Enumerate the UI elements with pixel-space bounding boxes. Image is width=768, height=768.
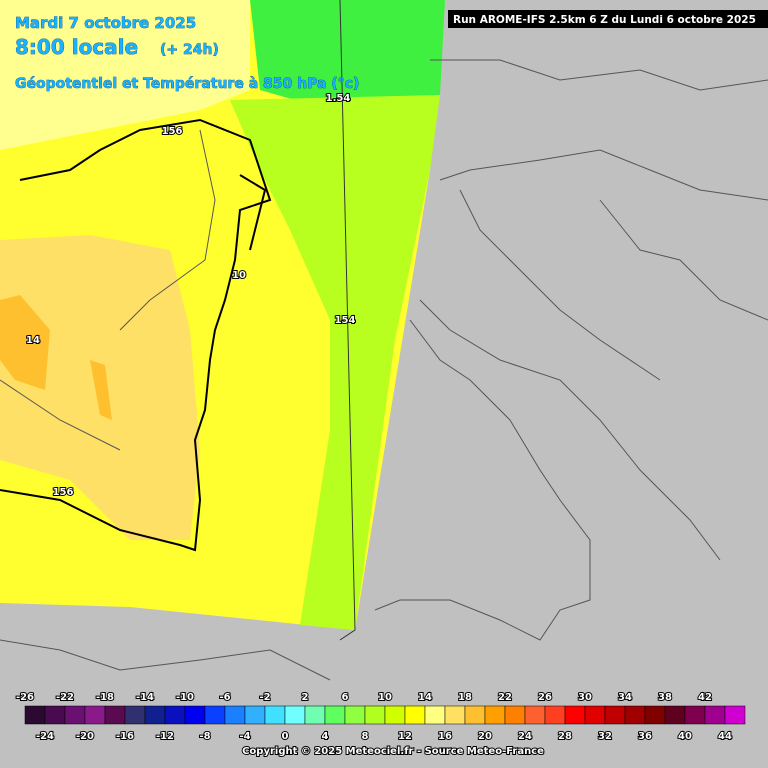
colorbar-label: 12 <box>398 731 412 742</box>
field-title: Géopotentiel et Température à 850 hPa (°… <box>15 76 359 92</box>
colorbar-cell <box>124 705 146 725</box>
time: 8:00 locale <box>15 35 138 59</box>
colorbar-cell <box>524 705 546 725</box>
colorbar-label: 2 <box>302 692 309 703</box>
contour-label: 154 <box>335 315 356 326</box>
colorbar-label: -8 <box>199 731 210 742</box>
colorbar-label: 6 <box>342 692 349 703</box>
colorbar-label: 4 <box>322 731 329 742</box>
colorbar-label: -4 <box>239 731 250 742</box>
colorbar-label: 0 <box>282 731 289 742</box>
colorbar-label: 44 <box>718 731 732 742</box>
colorbar-label: 22 <box>498 692 512 703</box>
contour-label: 14 <box>26 335 40 346</box>
colorbar-cell <box>624 705 646 725</box>
colorbar-label: 42 <box>698 692 712 703</box>
run-info: Run AROME-IFS 2.5km 6 Z du Lundi 6 octob… <box>453 14 756 26</box>
colorbar-cell <box>584 705 606 725</box>
colorbar-cell <box>144 705 166 725</box>
colorbar-label: 36 <box>638 731 652 742</box>
colorbar-label: -10 <box>176 692 194 703</box>
lead-time: (+ 24h) <box>160 42 219 58</box>
colorbar-cell <box>44 705 66 725</box>
colorbar-cell <box>364 705 386 725</box>
colorbar-label: -22 <box>56 692 74 703</box>
colorbar-cell <box>184 705 206 725</box>
colorbar-label: -6 <box>219 692 230 703</box>
colorbar-cell <box>104 705 126 725</box>
colorbar-cell <box>64 705 86 725</box>
mild-zone <box>0 0 250 150</box>
colorbar-cell <box>24 705 46 725</box>
contour-label: 1.54 <box>326 93 351 104</box>
colorbar-cell <box>564 705 586 725</box>
colorbar-label: 40 <box>678 731 692 742</box>
colorbar-cell <box>204 705 226 725</box>
colorbar-cell <box>424 705 446 725</box>
colorbar-label: 32 <box>598 731 612 742</box>
coastline-outside <box>0 319 591 681</box>
contour-label: 156 <box>53 487 74 498</box>
contour-label: 156 <box>162 126 183 137</box>
colorbar-cell <box>84 705 106 725</box>
colorbar-label: 14 <box>418 692 432 703</box>
colorbar-cell <box>404 705 426 725</box>
colorbar-cell <box>244 705 266 725</box>
colorbar-label: 34 <box>618 692 632 703</box>
colorbar-label: 24 <box>518 731 532 742</box>
colorbar-label: -24 <box>36 731 54 742</box>
colorbar-cell <box>304 705 326 725</box>
border <box>0 59 768 561</box>
run-banner <box>448 10 768 28</box>
colorbar-cell <box>324 705 346 725</box>
colorbar-label: -18 <box>96 692 114 703</box>
coastline <box>239 174 267 251</box>
isoline <box>339 0 356 641</box>
colorbar-cell <box>344 705 366 725</box>
hot-zone <box>90 360 112 420</box>
colorbar-label: 10 <box>378 692 392 703</box>
colorbar-cell <box>704 705 726 725</box>
colorbar-cell <box>164 705 186 725</box>
colorbar-label: 8 <box>362 731 369 742</box>
colorbar-label: -12 <box>156 731 174 742</box>
copyright: Copyright © 2025 Meteociel.fr - Source M… <box>242 746 544 757</box>
hot-zone <box>0 295 50 390</box>
colorbar-cell <box>544 705 566 725</box>
colorbar-cell <box>264 705 286 725</box>
colorbar-cell <box>664 705 686 725</box>
cold-zone <box>250 0 445 110</box>
colorbar-label: 26 <box>538 692 552 703</box>
colorbar-label: -20 <box>76 731 94 742</box>
colorbar-label: -26 <box>16 692 34 703</box>
contour-label: 10 <box>232 270 246 281</box>
colorbar-label: -16 <box>116 731 134 742</box>
colorbar-label: 30 <box>578 692 592 703</box>
colorbar-cell <box>284 705 306 725</box>
colorbar-label: -14 <box>136 692 154 703</box>
cool-zone <box>230 95 440 630</box>
colorbar-label: 20 <box>478 731 492 742</box>
coastline <box>0 118 272 552</box>
colorbar-cell <box>724 705 746 725</box>
colorbar-cell <box>384 705 406 725</box>
colorbar-cell <box>484 705 506 725</box>
date: Mardi 7 octobre 2025 <box>15 14 196 32</box>
colorbar-label: -2 <box>259 692 270 703</box>
colorbar-cell <box>444 705 466 725</box>
colorbar-cell <box>464 705 486 725</box>
colorbar-label: 16 <box>438 731 452 742</box>
colorbar-label: 18 <box>458 692 472 703</box>
colorbar-cell <box>684 705 706 725</box>
colorbar-label: 28 <box>558 731 572 742</box>
colorbar-cell <box>224 705 246 725</box>
colorbar-cell <box>504 705 526 725</box>
colorbar-label: 38 <box>658 692 672 703</box>
colorbar-cell <box>604 705 626 725</box>
colorbar-cell <box>644 705 666 725</box>
